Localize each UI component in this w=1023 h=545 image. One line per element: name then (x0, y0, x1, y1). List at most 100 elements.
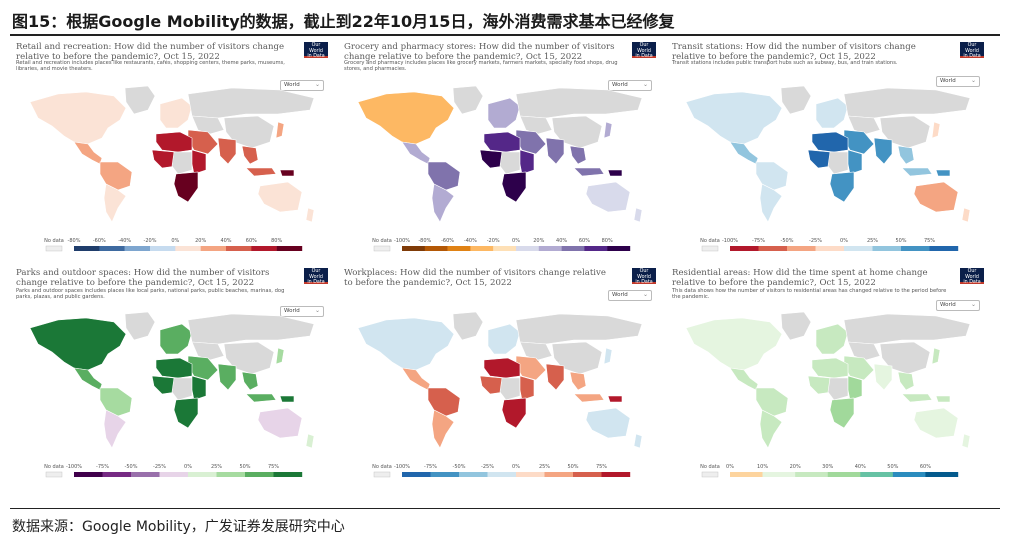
region-central-asia[interactable] (191, 115, 225, 135)
region-south-america-south[interactable] (431, 183, 455, 223)
region-north-america[interactable] (29, 91, 127, 145)
region-south-america-north[interactable] (427, 161, 461, 191)
region-west-africa[interactable] (479, 149, 505, 169)
region-south-asia[interactable] (873, 137, 893, 165)
region-australia[interactable] (913, 407, 959, 439)
region-west-africa[interactable] (151, 375, 177, 395)
region-south-america-north[interactable] (755, 161, 789, 191)
region-north-america[interactable] (29, 317, 127, 371)
region-south-asia[interactable] (217, 137, 237, 165)
region-west-africa[interactable] (807, 375, 833, 395)
region-southeast-asia[interactable] (241, 145, 259, 165)
region-china[interactable] (551, 341, 603, 375)
region-central-america[interactable] (73, 367, 103, 391)
world-map[interactable] (22, 310, 322, 458)
region-australia[interactable] (585, 407, 631, 439)
region-greenland[interactable] (124, 85, 156, 115)
region-europe[interactable] (159, 97, 193, 129)
region-indonesia[interactable] (245, 393, 277, 403)
region-north-africa[interactable] (155, 131, 193, 153)
region-east-africa[interactable] (519, 375, 535, 401)
region-central-africa[interactable] (499, 377, 521, 401)
region-east-africa[interactable] (847, 375, 863, 401)
region-papua[interactable] (279, 169, 295, 177)
region-north-america[interactable] (357, 91, 455, 145)
region-west-africa[interactable] (479, 375, 505, 395)
region-central-asia[interactable] (191, 341, 225, 361)
region-north-africa[interactable] (155, 357, 193, 379)
region-greenland[interactable] (780, 85, 812, 115)
region-china[interactable] (551, 115, 603, 149)
region-central-america[interactable] (73, 141, 103, 165)
region-central-africa[interactable] (827, 151, 849, 175)
region-japan[interactable] (275, 347, 285, 365)
region-southern-africa[interactable] (501, 171, 527, 203)
region-indonesia[interactable] (901, 167, 933, 177)
region-papua[interactable] (935, 395, 951, 403)
region-japan[interactable] (603, 347, 613, 365)
region-south-america-south[interactable] (103, 409, 127, 449)
region-southern-africa[interactable] (501, 397, 527, 429)
region-select[interactable]: World ⌄ (936, 300, 980, 311)
region-greenland[interactable] (780, 311, 812, 341)
region-north-africa[interactable] (483, 357, 521, 379)
region-southern-africa[interactable] (173, 397, 199, 429)
region-west-africa[interactable] (807, 149, 833, 169)
region-south-america-south[interactable] (103, 183, 127, 223)
region-indonesia[interactable] (901, 393, 933, 403)
region-south-asia[interactable] (873, 363, 893, 391)
region-russia[interactable] (187, 313, 315, 345)
world-map[interactable] (678, 84, 978, 232)
region-select[interactable]: World ⌄ (608, 80, 652, 91)
region-north-africa[interactable] (811, 131, 849, 153)
region-south-asia[interactable] (545, 363, 565, 391)
region-papua[interactable] (607, 395, 623, 403)
region-indonesia[interactable] (245, 167, 277, 177)
region-europe[interactable] (815, 323, 849, 355)
region-select[interactable]: World ⌄ (280, 80, 324, 91)
region-south-america-south[interactable] (431, 409, 455, 449)
region-east-africa[interactable] (191, 375, 207, 401)
region-south-america-north[interactable] (99, 387, 133, 417)
region-europe[interactable] (159, 323, 193, 355)
region-china[interactable] (223, 115, 275, 149)
region-southern-africa[interactable] (173, 171, 199, 203)
region-central-america[interactable] (401, 367, 431, 391)
region-east-africa[interactable] (519, 149, 535, 175)
region-central-africa[interactable] (171, 151, 193, 175)
region-new-zealand[interactable] (961, 433, 971, 449)
region-indonesia[interactable] (573, 167, 605, 177)
region-central-asia[interactable] (847, 341, 881, 361)
region-japan[interactable] (603, 121, 613, 139)
region-southeast-asia[interactable] (897, 371, 915, 391)
region-west-africa[interactable] (151, 149, 177, 169)
region-australia[interactable] (585, 181, 631, 213)
region-south-asia[interactable] (217, 363, 237, 391)
region-new-zealand[interactable] (305, 433, 315, 449)
region-select[interactable]: World ⌄ (936, 76, 980, 87)
region-southeast-asia[interactable] (569, 145, 587, 165)
region-russia[interactable] (843, 87, 971, 119)
region-new-zealand[interactable] (633, 207, 643, 223)
region-greenland[interactable] (452, 85, 484, 115)
world-map[interactable] (22, 84, 322, 232)
region-papua[interactable] (607, 169, 623, 177)
region-central-africa[interactable] (499, 151, 521, 175)
region-greenland[interactable] (124, 311, 156, 341)
region-south-america-north[interactable] (99, 161, 133, 191)
region-southern-africa[interactable] (829, 171, 855, 203)
region-russia[interactable] (187, 87, 315, 119)
region-select[interactable]: World ⌄ (608, 290, 652, 301)
region-north-africa[interactable] (483, 131, 521, 153)
region-north-america[interactable] (357, 317, 455, 371)
region-north-africa[interactable] (811, 357, 849, 379)
region-europe[interactable] (815, 97, 849, 129)
region-south-america-north[interactable] (427, 387, 461, 417)
region-central-america[interactable] (729, 367, 759, 391)
region-china[interactable] (223, 341, 275, 375)
region-japan[interactable] (275, 121, 285, 139)
region-south-america-south[interactable] (759, 183, 783, 223)
region-new-zealand[interactable] (305, 207, 315, 223)
region-southeast-asia[interactable] (569, 371, 587, 391)
region-new-zealand[interactable] (961, 207, 971, 223)
